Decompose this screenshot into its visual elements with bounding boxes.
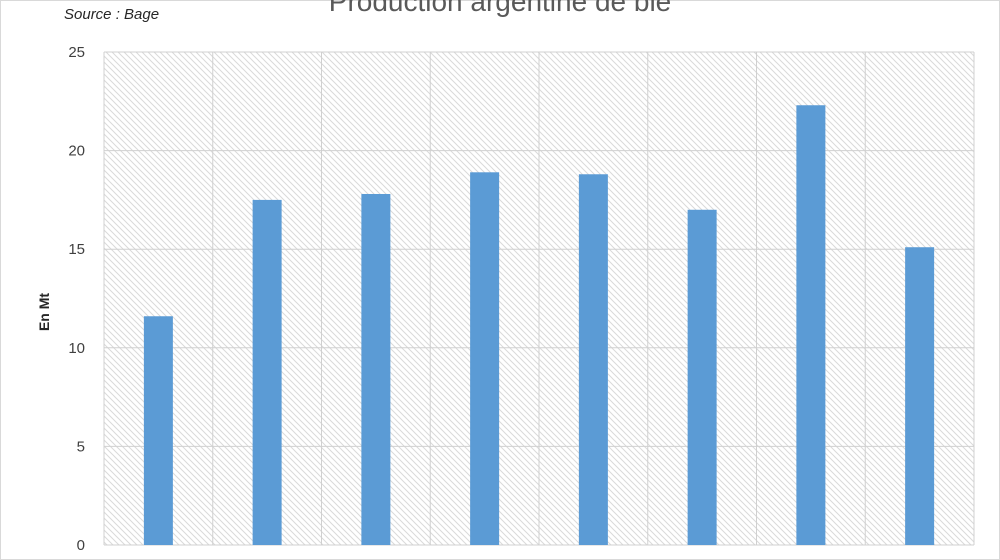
bar: [796, 105, 826, 545]
y-tick-label: 15: [68, 241, 85, 258]
gridlines: [103, 51, 975, 546]
bar: [578, 174, 608, 545]
y-tick-label: 25: [68, 44, 85, 61]
bar: [361, 193, 391, 545]
source-note: Source : Bage: [64, 6, 160, 23]
y-axis-ticks: 0 5 10 15 20 25: [68, 44, 85, 554]
y-tick-label: 10: [68, 340, 85, 357]
bar: [470, 172, 500, 546]
bars: [143, 105, 935, 546]
bar: [687, 209, 717, 545]
bar: [252, 199, 282, 545]
chart-title: Production argentine de blé: [328, 0, 672, 17]
y-tick-label: 20: [68, 143, 85, 160]
bar: [905, 247, 935, 545]
bar: [143, 316, 173, 545]
y-tick-label: 5: [77, 438, 85, 455]
y-tick-label: 0: [77, 537, 85, 554]
